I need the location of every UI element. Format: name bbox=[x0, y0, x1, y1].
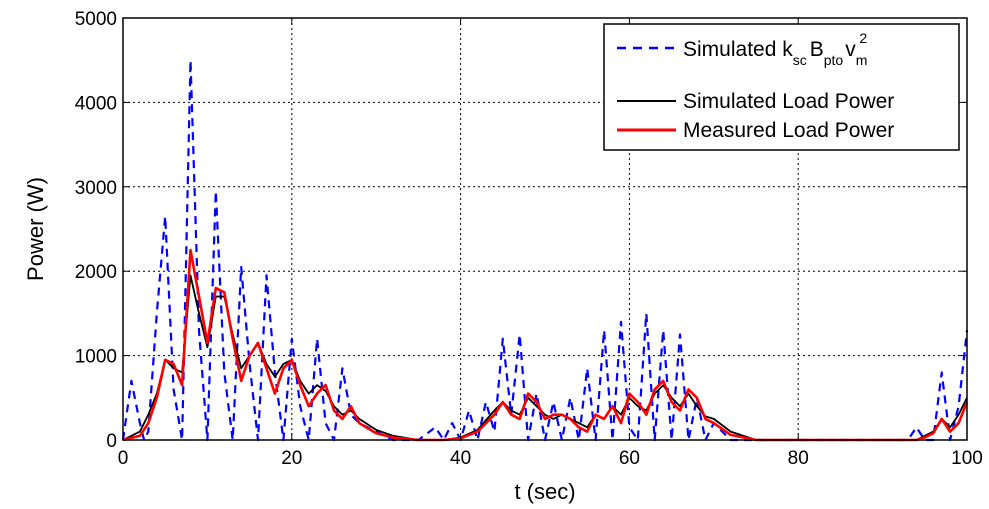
series-simulated-ksc-bpto-vm2 bbox=[121, 59, 969, 442]
x-axis-label: t (sec) bbox=[514, 479, 575, 504]
legend-b: B bbox=[810, 38, 824, 61]
y-tick-label: 5000 bbox=[75, 9, 117, 30]
x-tick-label: 60 bbox=[619, 448, 640, 469]
legend: Simulated ksc Bptovm 2 Simulated Load Powe… bbox=[603, 23, 960, 151]
y-tick-label: 0 bbox=[106, 431, 117, 452]
legend-v-sup-2: 2 bbox=[859, 30, 867, 46]
series-measured-load-power bbox=[122, 248, 969, 442]
plot-frame bbox=[122, 17, 968, 441]
legend-label-measured-load: Measured Load Power bbox=[683, 119, 894, 142]
x-tick-label: 100 bbox=[951, 448, 983, 469]
legend-v: v bbox=[845, 38, 856, 61]
legend-k-main: Simulated k bbox=[683, 38, 793, 61]
legend-label-simulated-load: Simulated Load Power bbox=[683, 90, 894, 113]
y-tick-label: 3000 bbox=[75, 178, 117, 199]
legend-b-sub-pto: pto bbox=[824, 52, 844, 68]
x-tick-label: 0 bbox=[118, 448, 129, 469]
x-tick-label: 40 bbox=[450, 448, 471, 469]
x-tick-label: 80 bbox=[788, 448, 809, 469]
x-tick-label: 20 bbox=[281, 448, 302, 469]
y-tick-label: 4000 bbox=[75, 93, 117, 114]
y-tick-label: 2000 bbox=[75, 262, 117, 283]
legend-k-sub-sc: sc bbox=[793, 52, 807, 68]
series-layer bbox=[121, 59, 969, 442]
legend-label-simulated-k: Simulated ksc Bptovm 2 bbox=[683, 30, 867, 68]
y-axis-label: Power (W) bbox=[23, 177, 48, 281]
legend-v-sub-m: m bbox=[856, 52, 868, 68]
y-tick-label: 1000 bbox=[75, 347, 117, 368]
